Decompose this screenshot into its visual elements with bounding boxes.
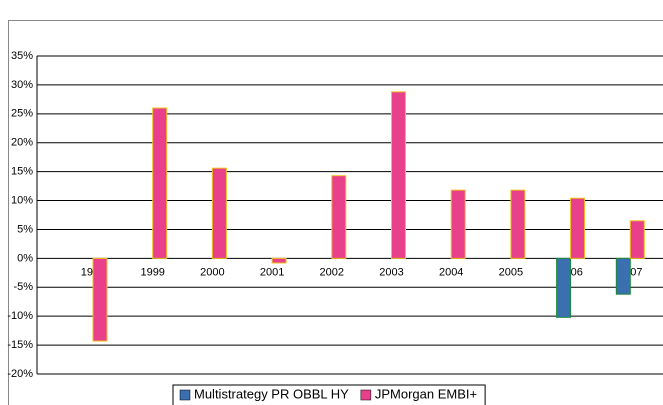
legend-swatch (179, 389, 191, 401)
bar (556, 257, 572, 318)
bar (510, 189, 526, 259)
bar (211, 167, 227, 259)
bar (570, 197, 586, 259)
bar (271, 257, 287, 264)
bar (615, 257, 631, 295)
bar (152, 107, 168, 259)
y-tick-label: 15% (11, 166, 33, 178)
legend-label: Multistrategy PR OBBL HY (194, 386, 349, 401)
x-tick-label: 2005 (499, 266, 523, 278)
bar (450, 189, 466, 259)
y-tick-label: 25% (11, 108, 33, 120)
chart-border (8, 20, 663, 405)
x-tick-label: 2004 (439, 266, 463, 278)
legend-label: JPMorgan EMBI+ (375, 386, 477, 401)
legend-swatch (360, 389, 372, 401)
y-tick-label: -5% (13, 281, 33, 293)
x-tick-label: 2003 (379, 266, 403, 278)
y-tick-label: 20% (11, 137, 33, 149)
bar (391, 91, 406, 259)
x-tick-label: 2002 (320, 266, 344, 278)
y-tick-label: 5% (17, 223, 33, 235)
bar (92, 257, 108, 342)
y-tick-label: -10% (7, 310, 33, 322)
bar (331, 175, 347, 259)
x-tick-label: 1999 (140, 266, 164, 278)
x-tick-label: 2000 (200, 266, 224, 278)
y-tick-label: -20% (7, 368, 33, 380)
y-tick-label: 0% (17, 252, 33, 264)
y-tick-label: 30% (11, 79, 33, 91)
y-tick-label: 35% (11, 50, 33, 62)
y-tick-label: -15% (7, 339, 33, 351)
legend: Multistrategy PR OBBL HY JPMorgan EMBI+ (172, 384, 486, 405)
bar (629, 220, 645, 259)
legend-box (172, 384, 486, 405)
x-tick-label: 2001 (260, 266, 284, 278)
y-tick-label: 10% (11, 194, 33, 206)
